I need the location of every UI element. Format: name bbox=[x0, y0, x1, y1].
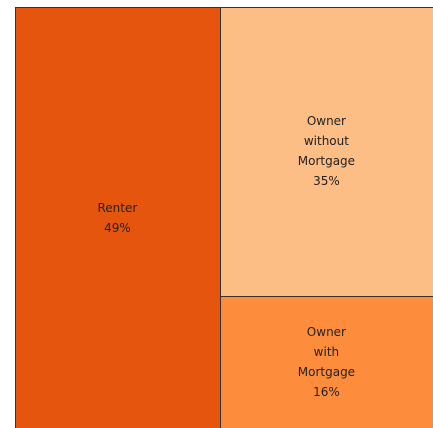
value-label: 35% bbox=[313, 174, 340, 189]
cell-label: Owner with Mortgage 16% bbox=[298, 322, 355, 402]
category-label: Owner without Mortgage bbox=[297, 114, 356, 169]
treemap-cell bbox=[15, 7, 221, 428]
value-label: 16% bbox=[313, 384, 340, 399]
treemap-cell bbox=[219, 295, 433, 428]
treemap-cell bbox=[219, 7, 433, 297]
cell-label: Owner without Mortgage 35% bbox=[298, 111, 355, 191]
category-label: Owner with Mortgage bbox=[297, 324, 356, 379]
value-label: 49% bbox=[104, 220, 131, 235]
cell-label: Renter 49% bbox=[98, 198, 138, 238]
category-label: Renter bbox=[97, 200, 138, 215]
